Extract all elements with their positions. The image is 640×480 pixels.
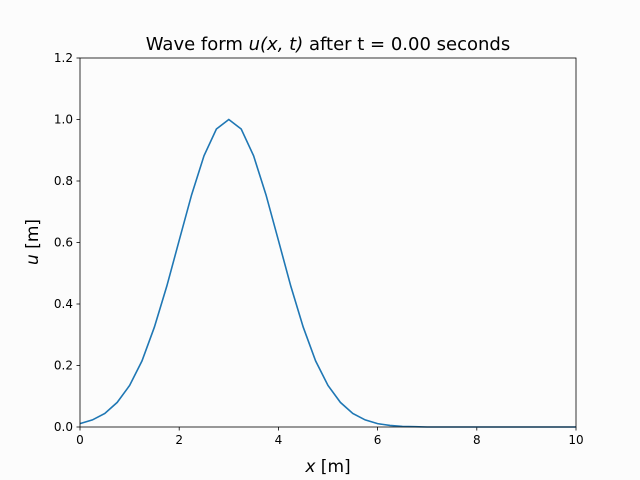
y-tick-label: 0.4 [54, 297, 73, 311]
x-tick-label: 4 [275, 433, 283, 447]
y-tick-label: 1.2 [54, 51, 73, 65]
y-tick-label: 0.6 [54, 236, 73, 250]
title-time: 0.00 [391, 34, 431, 55]
y-axis-var: u [23, 254, 43, 265]
y-tick-label: 0.0 [54, 420, 73, 434]
x-tick-label: 2 [175, 433, 183, 447]
x-axis-label: x [m] [304, 457, 350, 477]
y-axis-unit: [m] [23, 219, 43, 254]
chart-title: Wave form u(x, t) after t = 0.00 seconds [146, 34, 510, 55]
x-axis-var: x [304, 457, 316, 477]
x-tick-label: 0 [76, 433, 84, 447]
x-axis-ticks: 0 2 4 6 8 10 [76, 427, 584, 447]
x-tick-label: 6 [374, 433, 382, 447]
y-tick-label: 1.0 [54, 113, 73, 127]
title-after: after t = [303, 34, 391, 55]
x-tick-label: 8 [473, 433, 481, 447]
title-prefix: Wave form [146, 34, 249, 55]
title-math-args: (x, t) [260, 34, 303, 55]
x-axis-unit: [m] [315, 457, 350, 477]
x-tick-label: 10 [568, 433, 583, 447]
title-suffix: seconds [431, 34, 510, 55]
y-tick-label: 0.2 [54, 359, 73, 373]
y-tick-label: 0.8 [54, 174, 73, 188]
y-axis-ticks: 0.0 0.2 0.4 0.6 0.8 1.0 1.2 [54, 51, 80, 434]
title-math-u: u [249, 34, 260, 55]
wave-series-line [79, 118, 576, 428]
y-axis-label: u [m] [23, 219, 43, 265]
plot-frame [79, 57, 577, 428]
